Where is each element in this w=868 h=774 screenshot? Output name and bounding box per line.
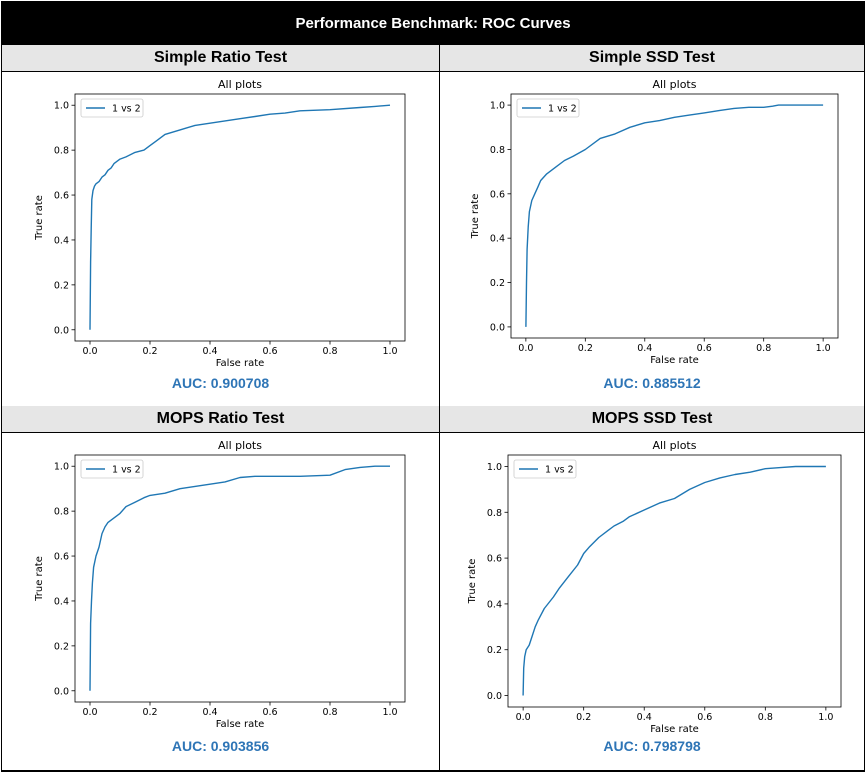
x-axis-label: False rate: [650, 724, 699, 733]
y-tick-label: 0.6: [487, 554, 502, 565]
banner-title: Performance Benchmark: ROC Curves: [1, 1, 865, 45]
y-tick-label: 0.0: [490, 322, 505, 333]
panel-heading: Simple Ratio Test: [2, 45, 439, 72]
y-tick-label: 0.8: [487, 508, 502, 519]
series-line: [525, 104, 824, 327]
y-tick-label: 1.0: [487, 462, 502, 473]
y-tick-label: 0.4: [490, 234, 505, 245]
x-tick-label: 0.0: [82, 707, 97, 718]
panel-heading: MOPS SSD Test: [440, 406, 864, 433]
panel-simple-ssd-test: Simple SSD Test All plots 0.0 0.2 0.4 0.6 0.8…: [439, 45, 865, 407]
y-tick-label: 0.4: [487, 599, 502, 610]
plot-area: [74, 93, 406, 342]
roc-chart: All plots 0.0 0.2 0.4 0.6 0.8 1.0 0.0 0.2 0.4 0.6 0…: [34, 439, 406, 730]
auc-value: AUC: 0.900708: [171, 375, 270, 391]
x-tick-label: 0.8: [758, 712, 773, 723]
series-line: [89, 104, 391, 330]
y-tick-label: 0.6: [54, 552, 69, 563]
y-tick-label: 0.6: [490, 189, 505, 200]
y-tick-label: 0.8: [490, 145, 505, 156]
panel-mops-ssd-test: MOPS SSD Test All plots 0.0 0.2 0.4 0.6 0.8 1.…: [439, 406, 865, 772]
roc-chart: All plots 0.0 0.2 0.4 0.6 0.8 1.0 0.0 0.2 0.4 0.6 0…: [467, 439, 842, 733]
plot-area: [74, 454, 406, 703]
x-tick-label: 1.0: [382, 346, 397, 357]
x-tick-label: 0.2: [142, 707, 157, 718]
x-tick-label: 0.6: [697, 343, 712, 354]
auc-value: AUC: 0.885512: [603, 375, 701, 391]
y-tick-label: 0.2: [487, 645, 502, 656]
panel-heading: Simple SSD Test: [440, 45, 864, 72]
roc-chart: All plots 0.0 0.2 0.4 0.6 0.8 1.0 0.0 0.2 0.4 0.6 0…: [470, 78, 839, 366]
x-axis-label: False rate: [216, 719, 265, 730]
chart-title: All plots: [218, 439, 262, 452]
legend-label: 1 vs 2: [545, 465, 574, 476]
plot-area: [507, 454, 842, 708]
roc-chart: All plots 0.0 0.2 0.4 0.6 0.8 1.0 0.0 0.2 0.4 0.6 0…: [34, 78, 406, 369]
auc-value: AUC: 0.798798: [603, 738, 701, 754]
x-tick-label: 0.8: [756, 343, 771, 354]
chart-title: All plots: [653, 439, 697, 452]
y-tick-label: 0.4: [54, 235, 69, 246]
legend-box: [513, 459, 577, 479]
x-tick-label: 0.4: [637, 712, 652, 723]
x-tick-label: 0.4: [202, 707, 217, 718]
x-tick-label: 0.6: [697, 712, 712, 723]
y-tick-label: 0.8: [54, 146, 69, 157]
y-tick-label: 0.2: [54, 280, 69, 291]
y-tick-label: 0.0: [487, 691, 502, 702]
x-tick-label: 0.4: [202, 346, 217, 357]
x-tick-label: 0.8: [322, 346, 337, 357]
y-axis-label: True rate: [34, 556, 45, 602]
x-tick-label: 0.6: [262, 707, 277, 718]
x-tick-label: 0.6: [262, 346, 277, 357]
series-line: [89, 465, 390, 691]
x-tick-label: 0.4: [637, 343, 652, 354]
x-tick-label: 0.2: [142, 346, 157, 357]
x-tick-label: 0.0: [518, 343, 533, 354]
x-tick-label: 0.0: [82, 346, 97, 357]
x-axis-label: False rate: [650, 355, 699, 366]
legend-box: [516, 98, 580, 118]
auc-value: AUC: 0.903856: [171, 738, 270, 754]
x-tick-label: 0.2: [576, 712, 591, 723]
y-tick-label: 0.2: [54, 641, 69, 652]
y-axis-label: True rate: [470, 194, 481, 240]
x-tick-label: 0.2: [578, 343, 593, 354]
legend-label: 1 vs 2: [112, 104, 141, 115]
panel-simple-ratio-test: Simple Ratio Test All plots 0.0 0.2 0.4 0.6 0…: [1, 45, 440, 407]
y-tick-label: 0.0: [54, 325, 69, 336]
y-tick-label: 0.0: [54, 686, 69, 697]
y-tick-label: 0.8: [54, 507, 69, 518]
x-tick-label: 1.0: [818, 712, 833, 723]
y-tick-label: 0.2: [490, 278, 505, 289]
x-tick-label: 0.8: [322, 707, 337, 718]
y-axis-label: True rate: [34, 195, 45, 241]
chart-title: All plots: [218, 78, 262, 91]
y-tick-label: 1.0: [54, 462, 69, 473]
legend-label: 1 vs 2: [548, 104, 577, 115]
y-tick-label: 0.4: [54, 596, 69, 607]
legend-box: [80, 459, 144, 479]
chart-title: All plots: [653, 78, 697, 91]
legend-box: [80, 98, 144, 118]
y-tick-label: 1.0: [54, 101, 69, 112]
legend-label: 1 vs 2: [112, 465, 141, 476]
plot-area: [510, 93, 839, 339]
x-tick-label: 0.0: [516, 712, 531, 723]
series-line: [522, 465, 826, 696]
x-tick-label: 1.0: [382, 707, 397, 718]
y-tick-label: 1.0: [490, 101, 505, 112]
x-axis-label: False rate: [216, 358, 265, 369]
y-tick-label: 0.6: [54, 191, 69, 202]
y-axis-label: True rate: [467, 559, 478, 605]
panel-heading: MOPS Ratio Test: [2, 406, 439, 433]
x-tick-label: 1.0: [816, 343, 831, 354]
panel-mops-ratio-test: MOPS Ratio Test All plots 0.0 0.2 0.4 0.6 0.8…: [1, 406, 440, 772]
